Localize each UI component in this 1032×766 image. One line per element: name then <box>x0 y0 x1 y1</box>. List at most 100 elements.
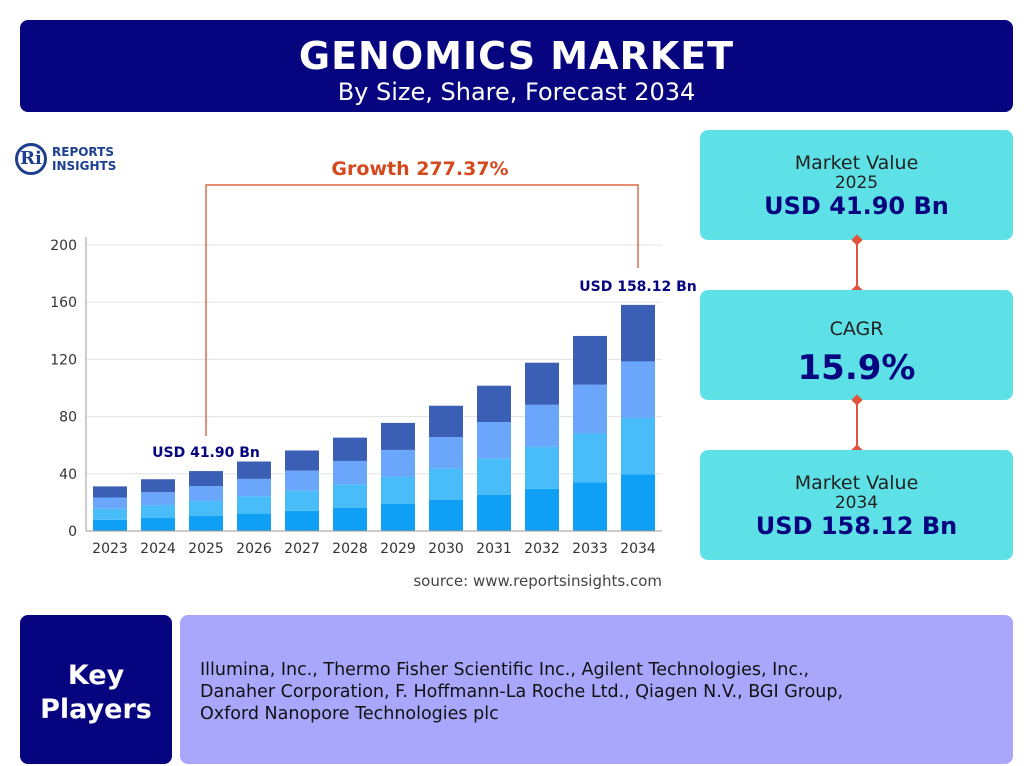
bar-segment-2027-2 <box>285 490 319 511</box>
x-tick-label: 2030 <box>428 541 464 557</box>
market-value-2034-card: Market Value 2034 USD 158.12 Bn <box>700 450 1013 560</box>
cagr-value: 15.9% <box>797 348 916 388</box>
logo-mark: Ri <box>15 143 47 175</box>
x-tick-label: 2034 <box>620 541 656 557</box>
growth-label: Growth 277.37% <box>331 158 509 180</box>
source-note: source: www.reportsinsights.com <box>413 572 662 590</box>
card-value: USD 41.90 Bn <box>764 192 949 220</box>
x-tick-label: 2032 <box>524 541 560 557</box>
key-players-title-1: Key <box>67 660 125 691</box>
bar-segment-2023-2 <box>93 508 127 520</box>
bar-segment-2029-3 <box>381 449 415 477</box>
value-label-2034: USD 158.12 Bn <box>579 279 696 295</box>
bar-segment-2030-1 <box>429 499 463 531</box>
bar-segment-2034-3 <box>621 361 655 418</box>
bar-segment-2033-3 <box>573 384 607 434</box>
bar-segment-2030-3 <box>429 437 463 469</box>
chart-bars <box>93 304 655 531</box>
bar-segment-2031-4 <box>477 385 511 423</box>
bar-segment-2027-1 <box>285 510 319 531</box>
bar-segment-2024-1 <box>141 518 175 531</box>
bar-segment-2030-2 <box>429 468 463 500</box>
logo-line-2: INSIGHTS <box>52 159 117 173</box>
x-tick-label: 2026 <box>236 541 272 557</box>
logo-line-1: REPORTS <box>52 145 114 159</box>
y-tick-label: 0 <box>68 524 77 540</box>
header-banner: GENOMICS MARKET By Size, Share, Forecast… <box>20 20 1013 112</box>
bar-segment-2034-2 <box>621 417 655 475</box>
x-tick-label: 2027 <box>284 541 320 557</box>
chart-gridlines <box>86 244 662 475</box>
bar-segment-2033-1 <box>573 482 607 531</box>
card-year: 2025 <box>834 173 879 193</box>
bar-segment-2026-3 <box>237 478 271 497</box>
bar-segment-2025-1 <box>189 516 223 531</box>
bar-segment-2029-1 <box>381 503 415 531</box>
chart-labels: USD 41.90 Bn USD 158.12 Bn <box>152 184 697 461</box>
bar-segment-2031-1 <box>477 494 511 531</box>
x-tick-label: 2024 <box>140 541 176 557</box>
x-tick-label: 2025 <box>188 541 224 557</box>
bar-segment-2025-3 <box>189 486 223 502</box>
bar-segment-2024-2 <box>141 505 175 519</box>
bar-segment-2025-2 <box>189 501 223 517</box>
bar-segment-2033-4 <box>573 335 607 385</box>
page-title: GENOMICS MARKET <box>298 34 735 78</box>
bar-segment-2024-4 <box>141 479 175 493</box>
bar-segment-2028-3 <box>333 460 367 485</box>
card-connector-1 <box>856 240 858 290</box>
value-label-2025: USD 41.90 Bn <box>152 445 260 461</box>
bar-segment-2025-4 <box>189 471 223 487</box>
y-tick-label: 40 <box>59 467 77 483</box>
card-connector-2 <box>856 400 858 450</box>
logo-text: REPORTS INSIGHTS <box>52 145 116 173</box>
bar-segment-2027-3 <box>285 470 319 491</box>
bar-segment-2023-3 <box>93 497 127 509</box>
bar-segment-2028-1 <box>333 507 367 531</box>
card-label: Market Value <box>794 152 919 174</box>
y-tick-label: 160 <box>50 295 77 311</box>
cagr-card: CAGR 15.9% <box>700 290 1013 400</box>
bar-segment-2034-1 <box>621 474 655 531</box>
card-value: USD 158.12 Bn <box>755 512 958 540</box>
x-tick-label: 2023 <box>92 541 128 557</box>
chart-axes: 0 40 80 120 160 200 2023 2024 2025 2026 2027 2028 20… <box>50 237 662 557</box>
bar-segment-2026-2 <box>237 496 271 514</box>
bar-segment-2024-3 <box>141 492 175 506</box>
market-size-chart: 0 40 80 120 160 200 2023 2024 2025 2026 2027 2028 20… <box>50 184 697 557</box>
x-tick-label: 2028 <box>332 541 368 557</box>
bar-segment-2030-4 <box>429 405 463 438</box>
bar-segment-2028-4 <box>333 437 367 461</box>
bar-segment-2034-4 <box>621 304 655 362</box>
bar-segment-2023-4 <box>93 486 127 498</box>
growth-bracket <box>205 184 639 436</box>
market-value-2025-card: Market Value 2025 USD 41.90 Bn <box>700 130 1013 240</box>
key-players-line: Danaher Corporation, F. Hoffmann-La Roch… <box>200 682 844 702</box>
card-label: CAGR <box>829 318 884 340</box>
card-label: Market Value <box>794 472 919 494</box>
bar-segment-2028-2 <box>333 484 367 508</box>
key-players-heading: Key Players <box>20 615 172 764</box>
bar-segment-2032-3 <box>525 404 559 447</box>
x-tick-label: 2031 <box>476 541 512 557</box>
y-tick-label: 120 <box>50 352 77 368</box>
bar-segment-2026-1 <box>237 513 271 531</box>
bar-segment-2032-1 <box>525 488 559 531</box>
reports-insights-logo: Ri REPORTS INSIGHTS <box>15 143 135 177</box>
x-tick-label: 2029 <box>380 541 416 557</box>
key-players-line: Oxford Nanopore Technologies plc <box>200 704 499 724</box>
x-tick-label: 2033 <box>572 541 608 557</box>
key-players-list: Illumina, Inc., Thermo Fisher Scientific… <box>180 615 1013 764</box>
bar-segment-2033-2 <box>573 433 607 483</box>
bar-segment-2031-2 <box>477 458 511 495</box>
bar-segment-2023-1 <box>93 519 127 531</box>
card-year: 2034 <box>834 493 879 513</box>
bar-segment-2026-4 <box>237 461 271 479</box>
bar-segment-2032-2 <box>525 446 559 489</box>
bar-segment-2029-2 <box>381 476 415 504</box>
bar-segment-2031-3 <box>477 422 511 459</box>
y-tick-label: 200 <box>50 238 77 254</box>
y-tick-label: 80 <box>59 410 77 426</box>
bar-segment-2029-4 <box>381 422 415 450</box>
key-players-title-2: Players <box>40 694 152 725</box>
